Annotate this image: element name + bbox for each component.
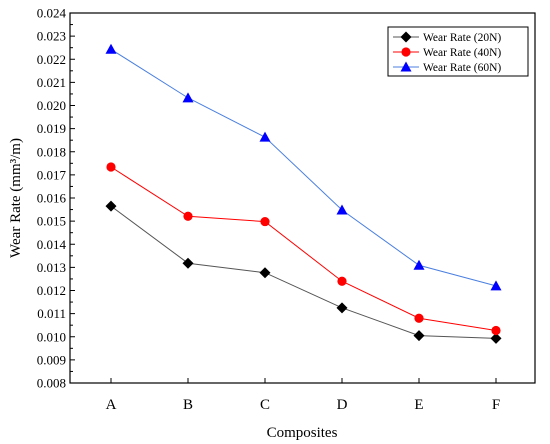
series-3 — [105, 43, 502, 291]
data-point — [413, 330, 425, 342]
legend-marker — [400, 61, 412, 72]
data-point — [336, 204, 348, 215]
x-tick-label: B — [183, 397, 193, 413]
data-point — [182, 257, 194, 269]
y-tick-label: 0.017 — [37, 167, 67, 182]
data-point — [490, 280, 502, 291]
legend-marker — [401, 47, 411, 57]
legend-item: Wear Rate (40N) — [393, 47, 501, 59]
data-point — [490, 332, 502, 344]
data-point — [260, 216, 270, 227]
data-point — [336, 302, 348, 314]
x-tick-label: D — [337, 397, 348, 413]
data-point — [183, 211, 193, 221]
data-point — [182, 92, 194, 103]
y-tick-label: 0.021 — [37, 75, 66, 90]
data-point — [337, 276, 347, 286]
legend-marker — [400, 31, 412, 43]
y-tick-label: 0.012 — [37, 283, 66, 298]
y-axis-title: Wear Rate (mm³/m) — [8, 138, 24, 258]
data-point — [413, 259, 425, 270]
y-tick-label: 0.022 — [37, 52, 66, 67]
series-line — [110, 205, 497, 339]
legend-label: Wear Rate (20N) — [423, 32, 501, 44]
y-tick-label: 0.018 — [37, 144, 66, 159]
series-1 — [105, 200, 502, 344]
data-point — [106, 162, 116, 172]
x-axis-title: Composites — [267, 425, 338, 441]
data-point — [259, 267, 271, 279]
y-tick-label: 0.020 — [37, 98, 66, 113]
data-point — [414, 313, 424, 323]
y-tick-label: 0.015 — [37, 214, 66, 229]
x-tick-label: C — [260, 397, 270, 413]
plot-frame — [69, 12, 536, 384]
y-tick-label: 0.016 — [37, 191, 67, 206]
legend-label: Wear Rate (60N) — [423, 62, 501, 74]
y-tick-label: 0.019 — [37, 121, 66, 136]
series-layer — [105, 43, 502, 344]
y-tick-label: 0.014 — [37, 237, 67, 252]
legend-label: Wear Rate (40N) — [423, 47, 501, 59]
y-tick-label: 0.024 — [37, 6, 67, 21]
x-tick-label: F — [492, 397, 500, 413]
x-axis-ticks: A B C D E F — [106, 378, 500, 413]
data-point — [491, 325, 501, 336]
series-2 — [106, 162, 501, 336]
x-tick-label: E — [414, 397, 423, 413]
legend-item: Wear Rate (60N) — [393, 61, 501, 74]
y-axis-ticks: 0.008 0.009 0.010 0.011 0.012 0.013 0.014 0.015… — [37, 6, 75, 391]
data-point — [105, 200, 117, 212]
y-tick-label: 0.008 — [37, 376, 66, 391]
y-tick-label: 0.011 — [37, 306, 66, 321]
data-point — [105, 43, 117, 54]
y-tick-label: 0.023 — [37, 29, 66, 44]
data-point — [259, 131, 271, 142]
series-line — [110, 166, 497, 332]
x-tick-label: A — [106, 397, 117, 413]
series-line — [110, 48, 497, 287]
legend: Wear Rate (20N) Wear Rate (40N) Wear Rate … — [387, 26, 529, 77]
legend-item: Wear Rate (20N) — [393, 31, 501, 44]
y-tick-label: 0.010 — [37, 329, 66, 344]
y-tick-label: 0.013 — [37, 260, 66, 275]
y-tick-label: 0.009 — [37, 352, 66, 367]
